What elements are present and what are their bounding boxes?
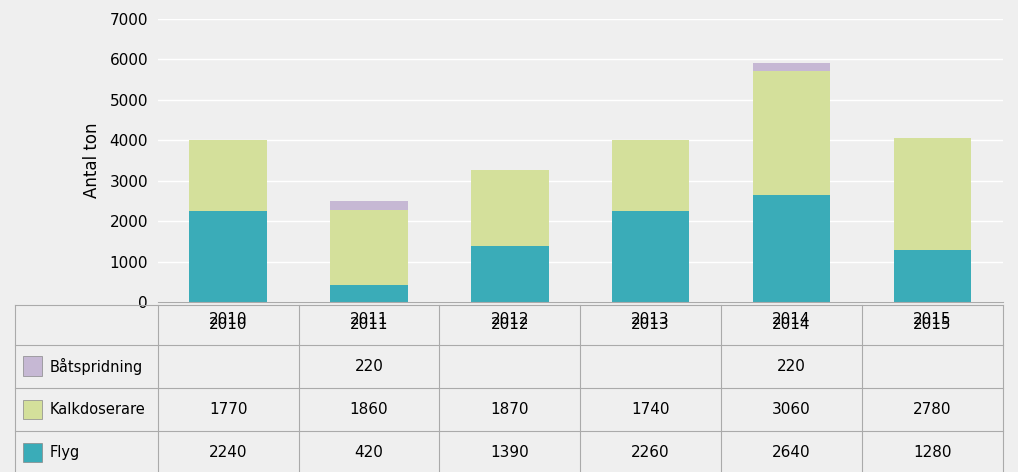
Bar	[894, 250, 971, 302]
Text: 2015: 2015	[913, 318, 952, 332]
Text: 2011: 2011	[350, 318, 388, 332]
Text: 1390: 1390	[491, 445, 529, 460]
Bar	[189, 140, 267, 211]
Bar	[612, 211, 689, 302]
Text: 3060: 3060	[772, 402, 811, 417]
Text: 2260: 2260	[631, 445, 670, 460]
Text: 1860: 1860	[350, 402, 388, 417]
Bar	[471, 170, 549, 246]
Bar	[330, 210, 408, 285]
Bar	[894, 138, 971, 250]
Text: 2010: 2010	[209, 318, 247, 332]
Text: Flyg: Flyg	[50, 445, 80, 460]
Bar	[330, 201, 408, 210]
Text: 220: 220	[777, 359, 806, 374]
Text: 220: 220	[354, 359, 384, 374]
Bar	[23, 356, 42, 376]
Text: Båtspridning: Båtspridning	[50, 358, 144, 375]
Text: 2780: 2780	[913, 402, 952, 417]
Text: Kalkdoserare: Kalkdoserare	[50, 402, 146, 417]
Bar	[189, 211, 267, 302]
Bar	[23, 399, 42, 419]
Bar	[752, 71, 831, 195]
Text: 2014: 2014	[773, 318, 810, 332]
Text: 1280: 1280	[913, 445, 952, 460]
Y-axis label: Antal ton: Antal ton	[83, 123, 101, 198]
Bar	[23, 443, 42, 462]
Bar	[330, 285, 408, 302]
Text: 1870: 1870	[491, 402, 529, 417]
Bar	[471, 246, 549, 302]
Bar	[752, 195, 831, 302]
Text: 420: 420	[354, 445, 384, 460]
Text: 2240: 2240	[209, 445, 247, 460]
Text: 2012: 2012	[491, 318, 529, 332]
Bar	[752, 63, 831, 71]
Text: 1770: 1770	[209, 402, 247, 417]
Bar	[612, 140, 689, 211]
Text: 2013: 2013	[631, 318, 670, 332]
Text: 1740: 1740	[631, 402, 670, 417]
Text: 2640: 2640	[773, 445, 810, 460]
